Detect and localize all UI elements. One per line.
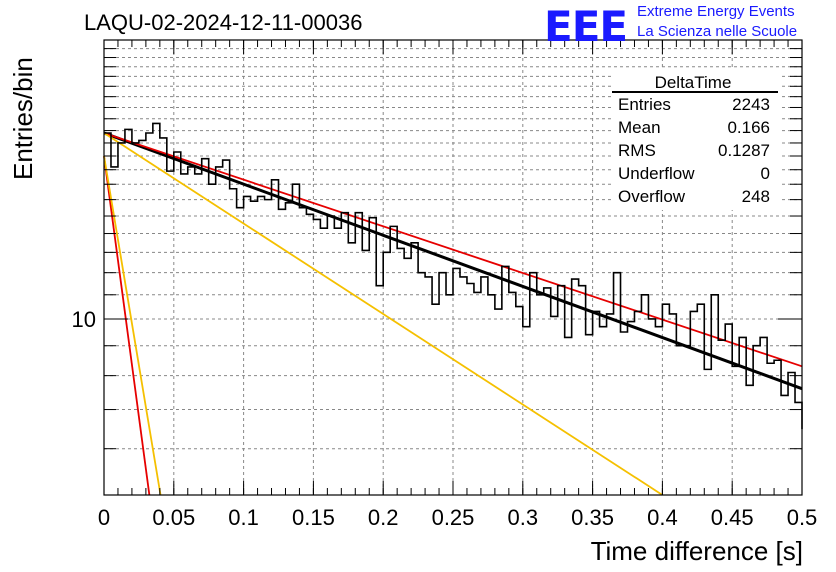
stats-row-value: 0.166: [727, 118, 770, 137]
x-axis-label: Time difference [s]: [591, 536, 803, 566]
stats-box: DeltaTime Entries 2243 Mean 0.166 RMS 0.1287 U…: [612, 70, 780, 210]
stats-row-value: 248: [742, 187, 770, 206]
stats-row-value: 2243: [732, 95, 770, 114]
x-tick-label: 0.3: [508, 505, 539, 530]
logo-subtitle-line2: La Scienza nelle Scuole: [637, 23, 798, 40]
y-axis-label: Entries/bin: [8, 57, 38, 180]
stats-box-background: [612, 70, 780, 210]
fit-curve: [103, 155, 151, 496]
fit-curve: [103, 132, 803, 368]
x-tick-label: 0: [98, 505, 110, 530]
stats-box-title: DeltaTime: [655, 73, 732, 92]
x-tick-label: 0.05: [152, 505, 195, 530]
stats-row-value: 0: [761, 164, 770, 183]
x-tick-label: 0.1: [228, 505, 259, 530]
eee-logo: EEE: [544, 2, 628, 51]
y-tick-label: 10: [72, 307, 96, 332]
stats-row-label: Overflow: [618, 187, 686, 206]
x-tick-label: 0.35: [571, 505, 614, 530]
fit-curve: [103, 132, 663, 496]
axis-ticks: [103, 40, 803, 495]
x-tick-label: 0.5: [787, 505, 818, 530]
axis-tick-labels: 0 0.05 0.1 0.15 0.2 0.25 0.3 0.35 0.4 0.45 0.5 10: [72, 307, 818, 530]
logo-subtitle-line1: Extreme Energy Events: [637, 3, 795, 20]
grid-lines: [104, 40, 802, 495]
x-tick-label: 0.25: [432, 505, 475, 530]
x-tick-label: 0.15: [292, 505, 335, 530]
stats-box-rows: Entries 2243 Mean 0.166 RMS 0.1287 Underflow 0 O…: [618, 95, 770, 206]
stats-row-label: RMS: [618, 141, 656, 160]
stats-row-label: Entries: [618, 95, 671, 114]
run-title: LAQU-02-2024-12-11-00036: [84, 10, 363, 35]
x-tick-label: 0.4: [647, 505, 678, 530]
x-tick-label: 0.2: [368, 505, 399, 530]
stats-row-label: Underflow: [618, 164, 695, 183]
histogram-steps: [104, 122, 803, 430]
stats-row-value: 0.1287: [718, 141, 770, 160]
x-tick-label: 0.45: [711, 505, 754, 530]
stats-row-label: Mean: [618, 118, 661, 137]
fit-curve: [103, 155, 162, 496]
